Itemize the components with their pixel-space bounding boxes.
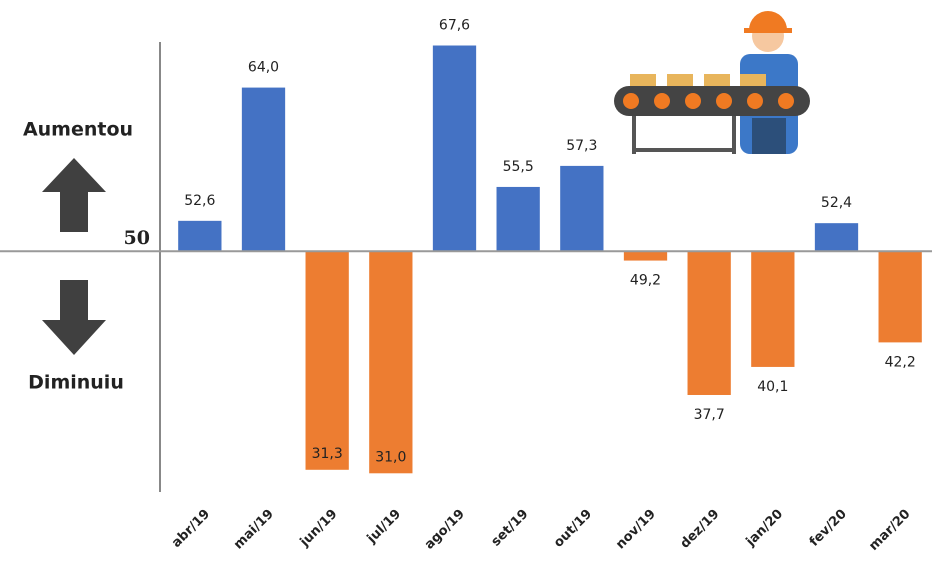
bar (369, 251, 413, 474)
bar (305, 251, 349, 470)
x-tick-label: set/19 (489, 507, 532, 550)
x-tick-label: ago/19 (422, 507, 468, 553)
bar (178, 220, 222, 252)
x-tick-label: jun/19 (297, 507, 341, 551)
bar (687, 251, 731, 395)
x-tick-label: out/19 (551, 507, 595, 551)
value-label: 31,3 (312, 446, 343, 462)
x-tick-label: jan/20 (743, 507, 786, 550)
x-tick-label: nov/19 (613, 507, 659, 553)
up-label: Aumentou (23, 119, 133, 141)
bar (560, 165, 604, 252)
value-label: 49,2 (630, 273, 661, 289)
value-label: 40,1 (757, 379, 788, 395)
bar (496, 186, 540, 252)
x-tick-label: jul/19 (364, 507, 404, 547)
up-arrow (42, 158, 106, 232)
value-label: 57,3 (566, 138, 597, 154)
value-label: 67,6 (439, 18, 470, 34)
bar (814, 223, 859, 252)
value-label: 37,7 (694, 407, 725, 423)
bar (241, 87, 286, 252)
x-tick-label: fev/20 (807, 507, 850, 550)
value-label: 42,2 (885, 354, 916, 370)
x-tick-label: dez/19 (678, 507, 723, 552)
x-tick-label: abr/19 (169, 507, 213, 551)
worker-illustration (614, 11, 810, 154)
bar (878, 251, 922, 343)
x-tick-label: mai/19 (231, 507, 277, 553)
down-arrow (42, 280, 106, 355)
value-label: 52,6 (184, 193, 215, 209)
value-label: 31,0 (375, 449, 406, 465)
bar (432, 45, 477, 252)
value-label: 52,4 (821, 195, 852, 211)
value-label: 55,5 (503, 159, 534, 175)
bar (751, 251, 795, 367)
value-label: 64,0 (248, 60, 279, 76)
x-tick-label: mar/20 (866, 507, 913, 554)
down-label: Diminuiu (28, 372, 124, 394)
baseline-label: 50 (124, 227, 150, 249)
bar (623, 251, 668, 261)
